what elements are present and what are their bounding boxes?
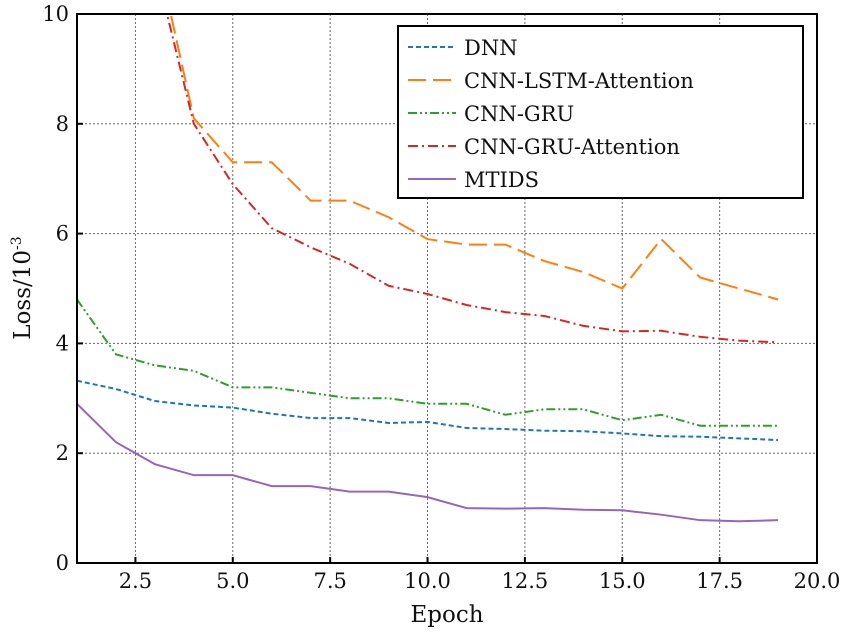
series-line-cnn-gru	[77, 298, 779, 427]
series-line-dnn	[77, 379, 779, 442]
plot-frame	[76, 13, 818, 564]
legend-label-mtids: MTIDS	[464, 168, 539, 192]
x-tick-label: 20.0	[794, 569, 841, 593]
x-tick-label: 5.0	[216, 569, 249, 593]
ticks: 2.5 5.0 7.5 10.0 12.5 15.0 17.5 20.0 0 2 4 6 8 10	[42, 2, 840, 593]
y-tick-label: 2	[56, 441, 69, 465]
series-line-mtids	[77, 403, 779, 523]
series-line-cnn-gru-attention	[165, 14, 779, 344]
legend: DNN CNN-LSTM-Attention CNN-GRU CNN-GRU-Atte…	[397, 25, 804, 199]
y-tick-label: 8	[56, 112, 69, 136]
y-tick-label: 6	[56, 222, 69, 246]
x-tick-label: 17.5	[696, 569, 743, 593]
y-tick-label: 0	[56, 551, 69, 575]
legend-label-cnn-lstm-attention: CNN-LSTM-Attention	[464, 69, 694, 93]
x-tick-label: 7.5	[313, 569, 346, 593]
y-axis-label: Loss/10-3	[9, 236, 36, 339]
legend-label-dnn: DNN	[464, 36, 518, 60]
series-line-cnn-lstm-attention	[169, 14, 779, 301]
x-tick-label: 12.5	[502, 569, 549, 593]
legend-label-cnn-gru: CNN-GRU	[464, 102, 574, 126]
x-tick-label: 10.0	[404, 569, 451, 593]
legend-label-cnn-gru-attention: CNN-GRU-Attention	[464, 135, 680, 159]
y-tick-label: 4	[56, 331, 69, 355]
series-lines	[77, 14, 779, 523]
y-tick-label: 10	[42, 2, 69, 26]
x-tick-label: 15.0	[599, 569, 646, 593]
x-tick-label: 2.5	[119, 569, 152, 593]
x-axis-label: Epoch	[410, 602, 483, 628]
